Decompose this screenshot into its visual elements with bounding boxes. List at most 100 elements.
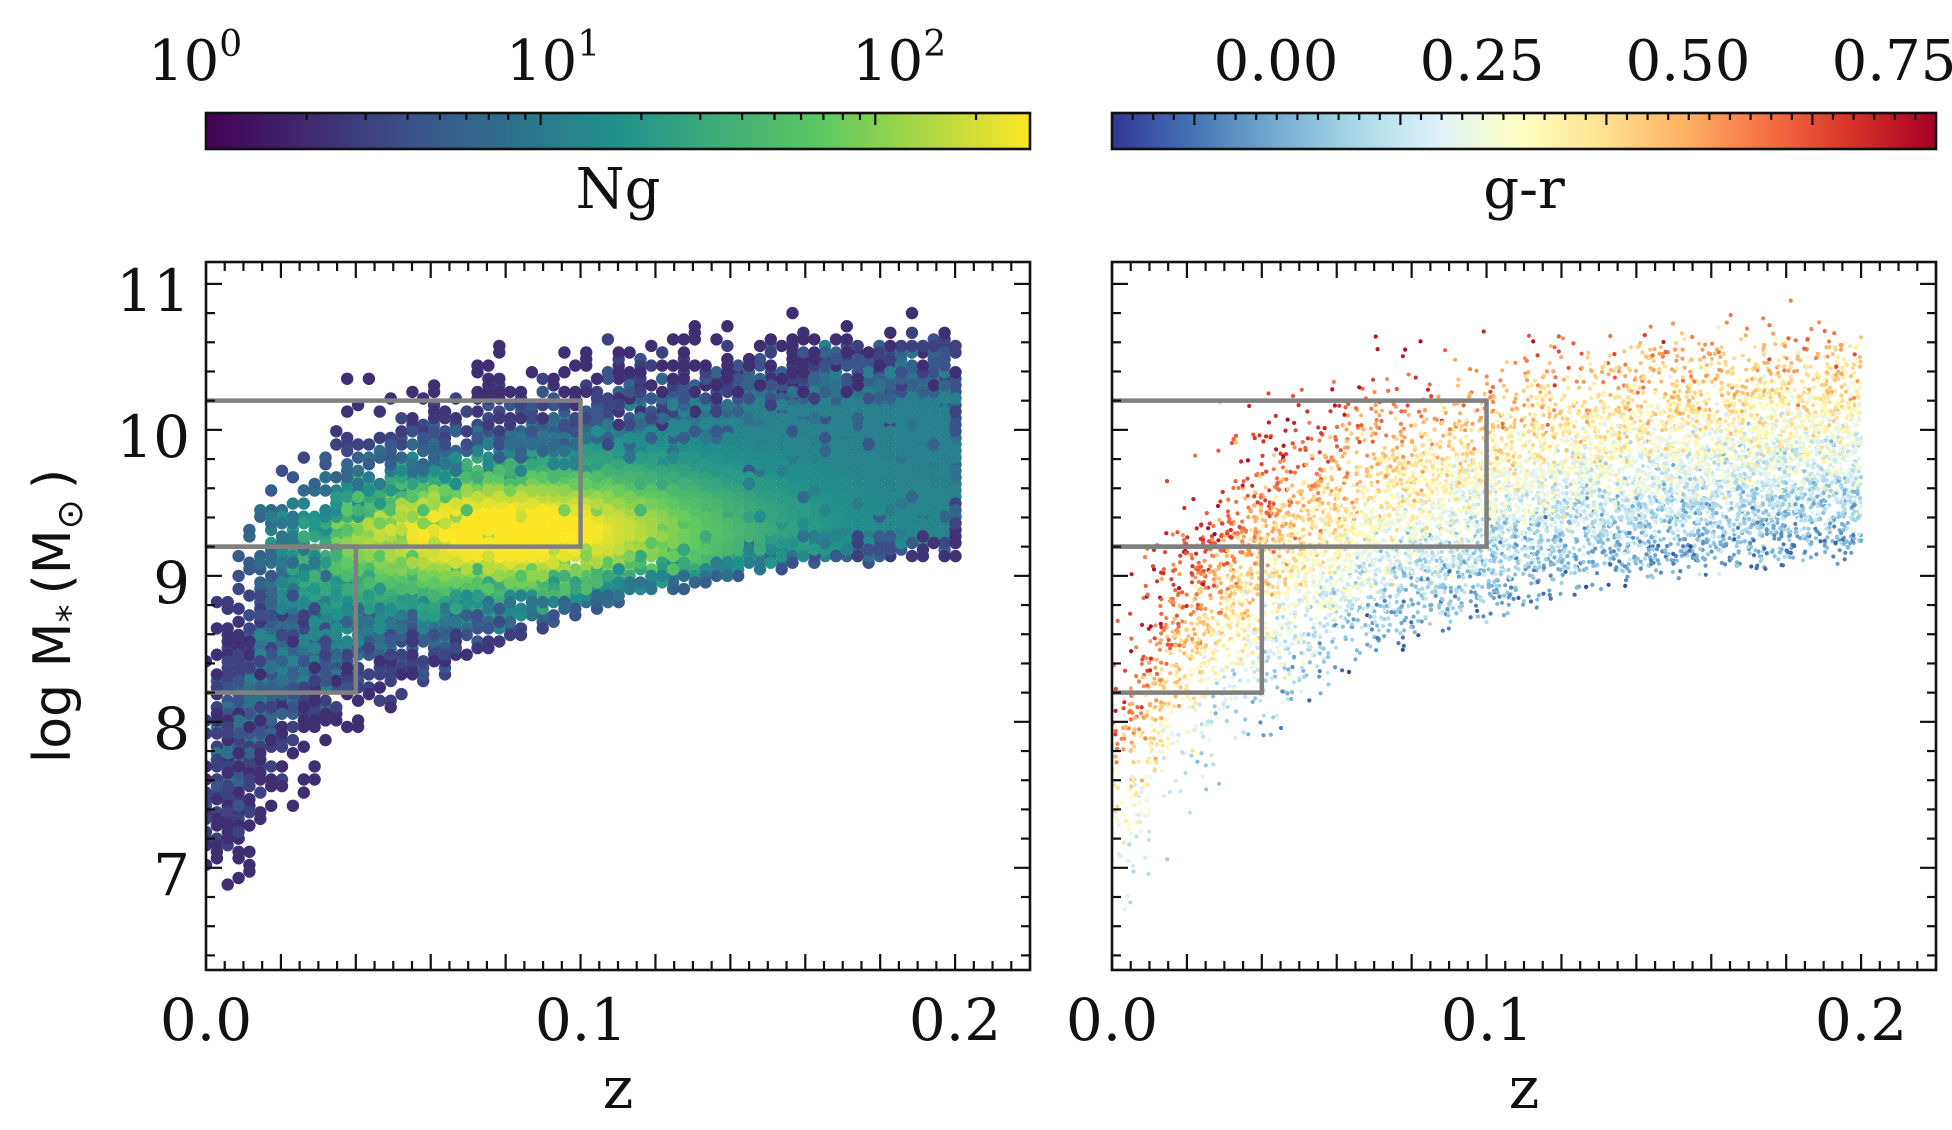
- hexbin-cell: [243, 523, 256, 537]
- hexbin-cell: [232, 760, 245, 773]
- galaxy-point: [1697, 572, 1702, 577]
- hexbin-cell: [460, 405, 473, 418]
- hexbin-cell: [297, 773, 310, 786]
- galaxy-point: [1214, 552, 1219, 558]
- hexbin-cell: [243, 694, 256, 707]
- hexbin-cell: [840, 320, 853, 333]
- galaxy-point: [1228, 527, 1233, 533]
- hexbin-cell: [873, 392, 886, 405]
- hexbin-cell: [862, 346, 875, 359]
- hexbin-cell: [634, 385, 647, 399]
- hexbin-cell: [438, 569, 452, 583]
- hexbin-cell: [688, 425, 701, 438]
- galaxy-point: [1267, 488, 1272, 493]
- hexbin-cell: [254, 668, 267, 681]
- galaxy-point: [1552, 345, 1557, 350]
- galaxy-point: [1760, 494, 1765, 499]
- galaxy-point: [1270, 584, 1275, 589]
- galaxy-point: [1471, 584, 1476, 590]
- hexbin-cell: [395, 523, 408, 537]
- hexbin-cell: [786, 385, 799, 399]
- hexbin-cell: [721, 556, 734, 569]
- hexbin-cell: [373, 668, 386, 681]
- hexbin-cell: [732, 523, 745, 537]
- hexbin-cell: [395, 609, 408, 622]
- hexbin-cell: [949, 484, 962, 497]
- galaxy-point: [1629, 540, 1634, 545]
- hexbin-cell: [797, 444, 810, 458]
- hexbin-cell: [395, 556, 408, 569]
- hexbin-cell: [275, 576, 289, 589]
- galaxy-point: [1165, 857, 1170, 862]
- galaxy-point: [1384, 433, 1389, 438]
- galaxy-point: [1835, 561, 1840, 566]
- galaxy-point: [1189, 580, 1195, 585]
- hexbin-cell: [265, 799, 278, 812]
- hexbin-cell: [938, 379, 951, 392]
- galaxy-point: [1716, 462, 1721, 467]
- hexbin-cell: [417, 609, 430, 622]
- hexbin-cell: [341, 458, 354, 471]
- galaxy-point: [1263, 485, 1268, 490]
- galaxy-point: [1254, 641, 1259, 646]
- hexbin-cell: [232, 602, 245, 615]
- hexbin-cell: [286, 530, 300, 543]
- hexbin-cell: [645, 523, 658, 537]
- galaxy-point: [1586, 550, 1591, 556]
- hexbin-cell: [460, 589, 473, 602]
- colorbar-gr-tick-label: 0.00: [1214, 29, 1339, 94]
- hexbin-cell: [341, 582, 354, 596]
- hexbin-cell: [362, 372, 376, 385]
- hexbin-cell: [351, 694, 365, 707]
- galaxy-point: [1574, 379, 1579, 384]
- hexbin-cell: [460, 458, 473, 471]
- hexbin-cell: [384, 523, 397, 537]
- hexbin-cell: [362, 687, 376, 701]
- galaxy-point: [1512, 425, 1517, 430]
- x-tick-label: 0.1: [535, 986, 627, 1054]
- colorbar-ng: 100 101 102 Ng: [148, 24, 1032, 222]
- hexbin-cell: [243, 806, 256, 819]
- hexbin-cell: [297, 609, 310, 622]
- hexbin-cell: [601, 405, 615, 418]
- galaxy-point: [1608, 392, 1613, 398]
- hexbin-cell: [905, 438, 919, 451]
- hexbin-cell: [221, 727, 234, 740]
- hexbin-cell: [949, 536, 962, 550]
- hexbin-cell: [254, 701, 267, 714]
- galaxy-point: [1421, 420, 1426, 425]
- hexbin-cell: [493, 490, 506, 504]
- hexbin-cell: [384, 576, 397, 589]
- galaxy-point: [1148, 672, 1153, 677]
- hexbin-cell: [525, 609, 539, 622]
- galaxy-point: [1418, 339, 1423, 344]
- hexbin-cell: [243, 747, 256, 760]
- hexbin-cell: [916, 359, 930, 372]
- hexbin-cell: [243, 707, 256, 720]
- hexbin-cell: [232, 674, 245, 688]
- hexbin-cell: [221, 635, 234, 648]
- hexbin-cell: [308, 714, 321, 727]
- galaxy-point: [1809, 414, 1814, 419]
- galaxy-point: [1513, 572, 1518, 577]
- galaxy-point: [1255, 645, 1260, 651]
- galaxy-point: [1724, 320, 1729, 325]
- galaxy-point: [1741, 481, 1746, 487]
- hexbin-cell: [666, 398, 680, 412]
- galaxy-point: [1301, 640, 1306, 645]
- galaxy-point: [1717, 390, 1722, 395]
- hexbin-cell: [797, 405, 810, 418]
- hexbin-cell: [884, 326, 897, 339]
- hexbin-cell: [471, 471, 484, 484]
- hexbin-cell: [427, 628, 441, 642]
- hexbin-cell: [438, 648, 452, 661]
- hexbin-cell: [634, 418, 647, 431]
- hexbin-cell: [645, 451, 658, 464]
- hexbin-cell: [623, 431, 636, 445]
- hexbin-cell: [895, 366, 908, 379]
- hexbin-cell: [319, 451, 332, 464]
- hexbin-cell: [764, 359, 777, 372]
- galaxy-point: [1511, 596, 1516, 602]
- hexbin-cell: [677, 451, 691, 464]
- hexbin-cell: [699, 418, 712, 431]
